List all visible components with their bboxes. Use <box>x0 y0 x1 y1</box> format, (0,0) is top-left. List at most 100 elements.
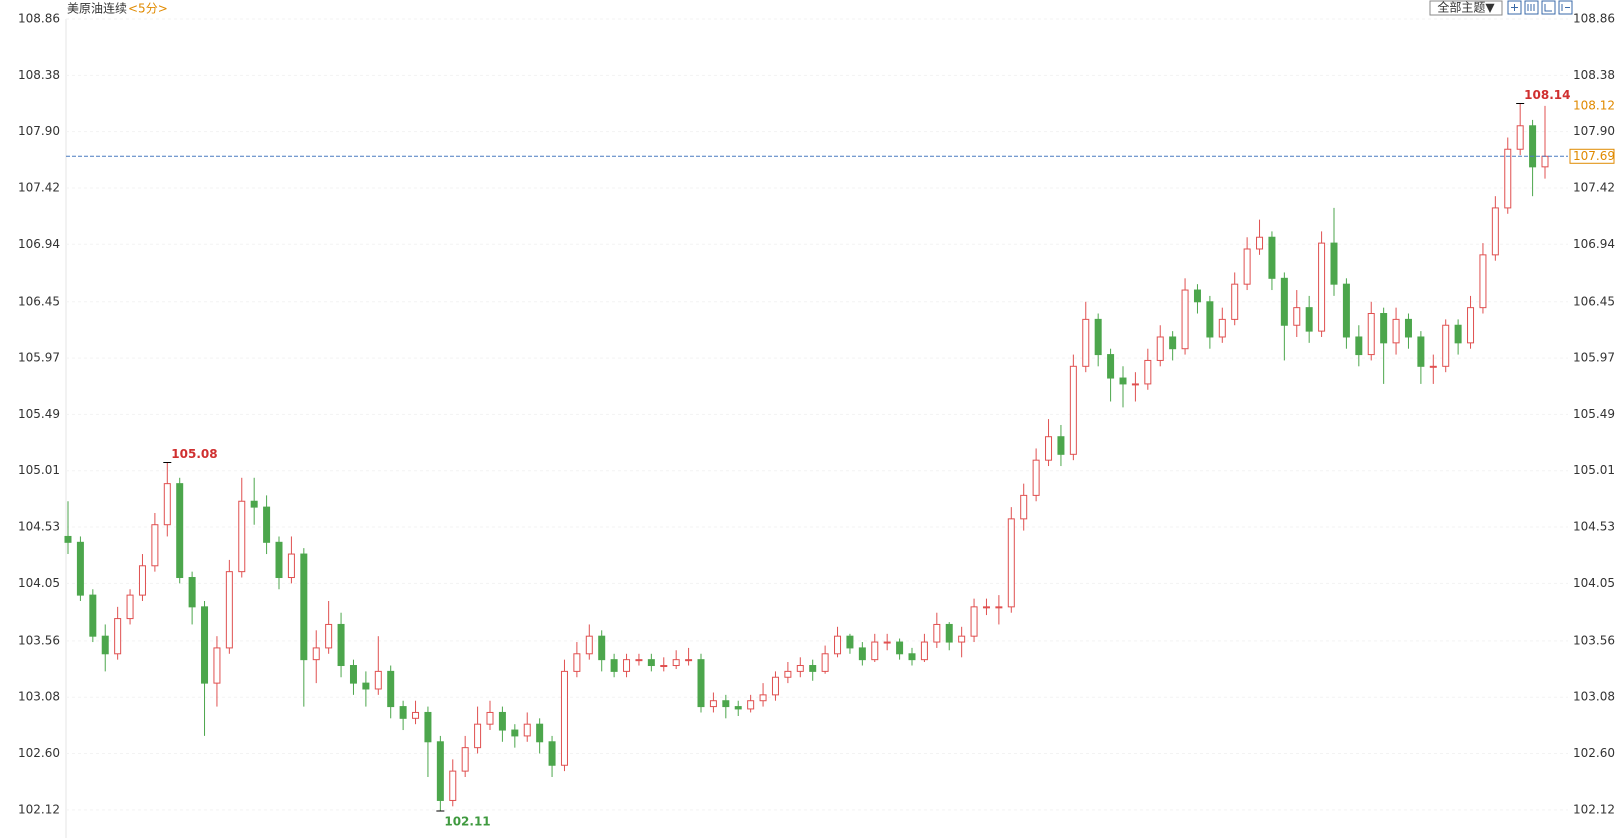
y-tick-label: 102.60 <box>18 746 60 760</box>
candle-body <box>1069 365 1077 455</box>
candle-body <box>1491 207 1499 256</box>
y-tick-label: 103.56 <box>18 633 60 647</box>
candle-body <box>709 700 717 708</box>
candle-body <box>1467 307 1475 344</box>
y2-tick-label: 108.86 <box>1573 12 1615 26</box>
candle-body <box>449 770 457 801</box>
candle-body <box>809 665 817 672</box>
candle-body <box>1020 494 1028 520</box>
candle-body <box>1032 459 1040 496</box>
candle-body <box>114 618 122 655</box>
candle-body <box>920 641 928 661</box>
candle-body <box>523 723 531 737</box>
candle-body <box>213 647 221 684</box>
candle-body <box>176 483 184 579</box>
y-tick-label: 105.49 <box>18 407 60 421</box>
y2-tick-label: 106.45 <box>1573 294 1615 308</box>
candle-body <box>424 711 432 743</box>
candle-body <box>1144 359 1152 385</box>
high-label: 108.14 <box>1524 88 1570 102</box>
toolbar-icons[interactable] <box>1507 0 1573 15</box>
y2-tick-label: 106.94 <box>1573 237 1615 251</box>
candle-body <box>1206 301 1214 338</box>
candle-body <box>188 577 196 608</box>
candle-body <box>1243 248 1251 285</box>
candle-body <box>722 700 730 708</box>
candle-body <box>908 653 916 661</box>
candle-body <box>498 711 506 731</box>
candle-body <box>573 653 581 672</box>
candle-body <box>871 641 879 661</box>
theme-button-frame[interactable] <box>1429 0 1503 16</box>
y-tick-label: 105.97 <box>18 351 60 365</box>
y-tick-label: 102.12 <box>18 802 60 816</box>
candle-body <box>598 635 606 661</box>
candle-body <box>1442 324 1450 367</box>
high-label: 105.08 <box>171 447 217 461</box>
low-label: 102.11 <box>444 815 490 829</box>
candle-body <box>89 594 97 637</box>
candle-body <box>585 635 593 655</box>
candle-body <box>1479 254 1487 309</box>
y2-tick-label: 108.38 <box>1573 68 1615 82</box>
candle-body <box>263 506 271 543</box>
candle-body <box>623 659 631 672</box>
candle-body <box>349 665 357 684</box>
y2-tick-label: 103.56 <box>1573 633 1615 647</box>
y-tick-label: 105.01 <box>18 463 60 477</box>
candle-body <box>1392 318 1400 344</box>
candle-body <box>461 747 469 772</box>
candle-body <box>536 723 544 743</box>
candle-body <box>1417 336 1425 367</box>
candle-body <box>1107 354 1115 379</box>
candle-body <box>685 659 693 662</box>
candle-body <box>1454 324 1462 344</box>
candle-body <box>101 635 109 655</box>
candle-body <box>362 682 370 690</box>
y-tick-label: 108.86 <box>18 12 60 26</box>
candle-body <box>610 659 618 672</box>
candle-body <box>1082 318 1090 367</box>
y2-tick-label: 102.60 <box>1573 746 1615 760</box>
y2-tick-label: 104.53 <box>1573 520 1615 534</box>
candle-body <box>1342 283 1350 338</box>
marker-price-label: 108.12 <box>1573 98 1615 112</box>
candle-body <box>1429 365 1437 368</box>
candle-body <box>747 700 755 710</box>
candle-body <box>660 665 668 668</box>
candle-body <box>883 641 891 644</box>
candle-body <box>275 541 283 579</box>
candle-body <box>548 741 556 766</box>
candle-body <box>511 729 519 737</box>
candle-body <box>399 706 407 719</box>
candle-body <box>1330 242 1338 285</box>
candle-body <box>672 659 680 667</box>
candle-body <box>1293 307 1301 326</box>
candle-body <box>1057 436 1065 455</box>
candle-body <box>697 659 705 708</box>
candle-body <box>1256 236 1264 250</box>
candle-body <box>312 647 320 661</box>
candle-body <box>325 623 333 649</box>
candle-body <box>982 606 990 609</box>
last-price-label: 107.69 <box>1573 149 1615 163</box>
candle-body <box>436 741 444 801</box>
y-tick-label: 107.90 <box>18 124 60 138</box>
y2-tick-label: 107.42 <box>1573 180 1615 194</box>
candle-body <box>759 694 767 702</box>
candle-body <box>474 723 482 749</box>
candle-body <box>1231 283 1239 320</box>
y-tick-label: 103.08 <box>18 690 60 704</box>
theme-button[interactable]: 全部主题▼ <box>1437 0 1495 15</box>
candle-body <box>1280 277 1288 326</box>
candle-body <box>1318 242 1326 332</box>
candle-body <box>846 635 854 649</box>
candle-body <box>1380 313 1388 344</box>
candle-body <box>1541 155 1549 168</box>
period-label[interactable]: <5分> <box>128 2 168 16</box>
candle-body <box>201 606 209 684</box>
candle-body <box>1367 313 1375 356</box>
candle-body <box>1131 383 1139 386</box>
candle-body <box>151 524 159 567</box>
